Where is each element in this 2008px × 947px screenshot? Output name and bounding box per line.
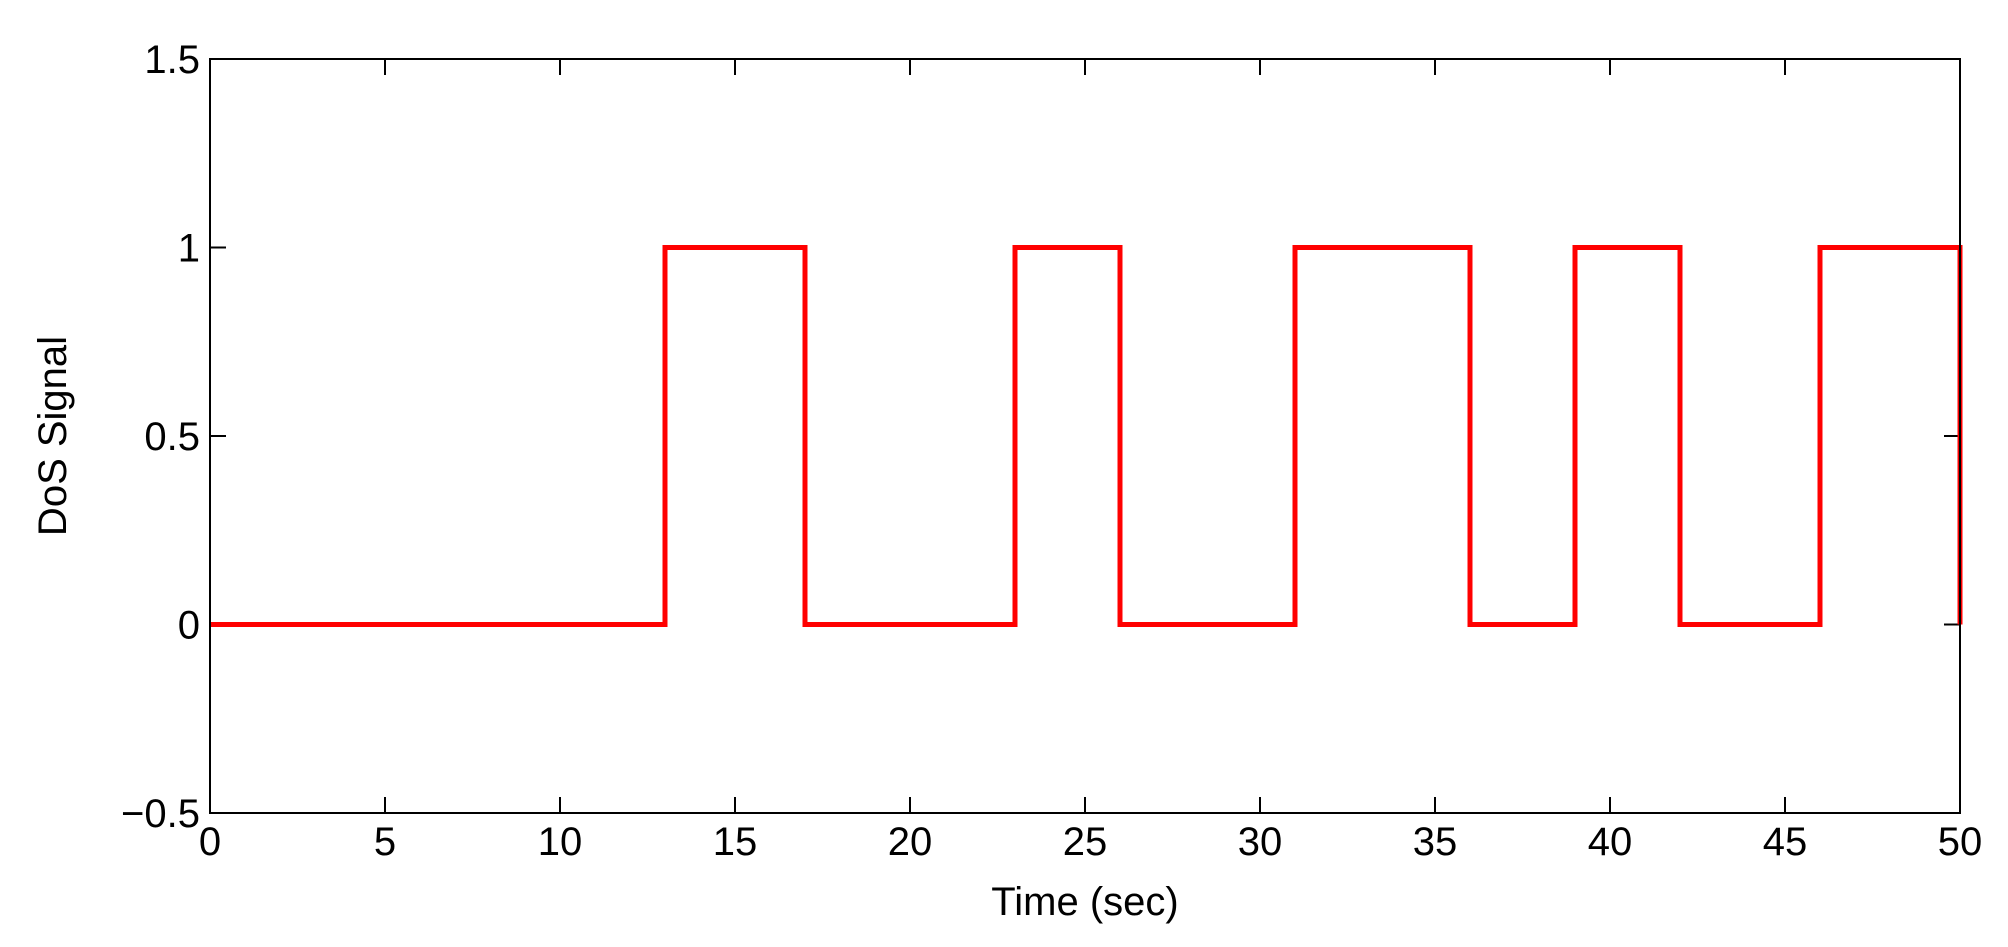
x-tick-label: 35 [1413,820,1458,864]
x-tick-label: 45 [1763,820,1808,864]
series-layer [210,245,1963,627]
y-axis-label: DoS Signal [31,336,75,536]
y-tick-label: 1.5 [144,38,200,82]
y-tick-label: 0 [178,604,200,648]
x-tick-label: 10 [538,820,583,864]
x-tick-label: 15 [713,820,758,864]
plot-area-frame [209,58,1961,814]
x-tick-label: 30 [1238,820,1283,864]
tick-labels: 0 5 10 15 20 25 30 35 40 45 50−0.500.511.5 [121,38,1982,864]
x-tick-label: 50 [1938,820,1983,864]
x-tick-label: 20 [888,820,933,864]
x-tick-label: 0 [199,820,221,864]
x-tick-label: 25 [1063,820,1108,864]
x-tick-label: 40 [1588,820,1633,864]
y-tick-label: −0.5 [121,792,200,836]
y-tick-label: 0.5 [144,415,200,459]
axis-ticks [209,58,1961,814]
dos-signal-line [210,245,1963,627]
x-axis-label: Time (sec) [991,880,1178,924]
x-tick-label: 5 [374,820,396,864]
y-tick-label: 1 [178,227,200,271]
